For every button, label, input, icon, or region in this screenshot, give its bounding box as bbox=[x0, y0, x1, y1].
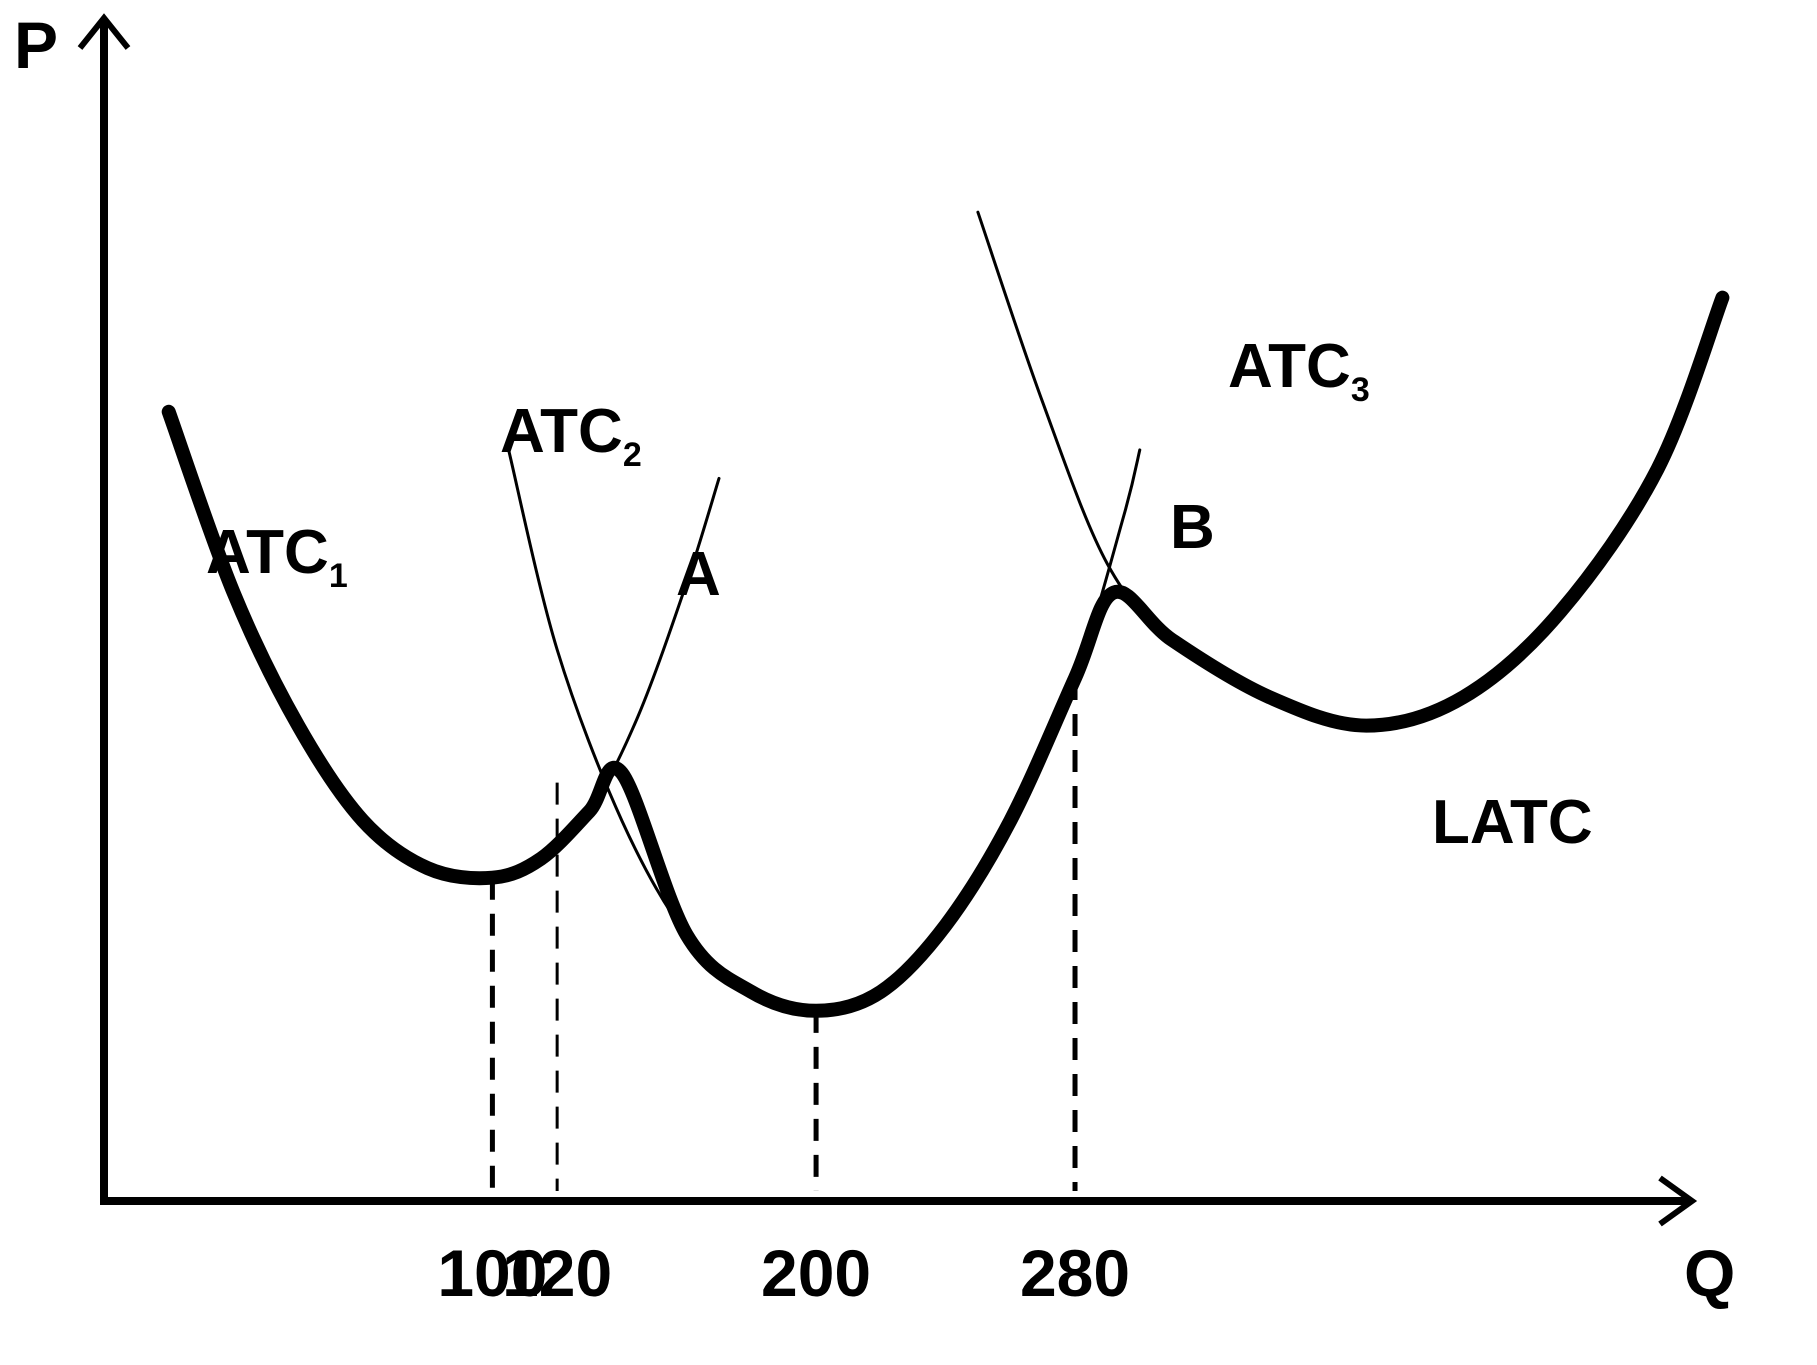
atc3-label: ATC3 bbox=[1228, 332, 1370, 409]
point-a-label: A bbox=[676, 540, 721, 609]
x-tick-label-100: 100 bbox=[437, 1236, 547, 1310]
point-b-label: B bbox=[1170, 493, 1215, 562]
latc-label: LATC bbox=[1432, 788, 1593, 857]
y-axis-arrowhead bbox=[77, 13, 131, 50]
y-axis-label: P bbox=[14, 8, 58, 82]
x-axis-label: Q bbox=[1684, 1236, 1735, 1310]
x-tick-label-200: 200 bbox=[761, 1236, 871, 1310]
x-axis-arrowhead bbox=[1658, 1175, 1698, 1227]
latc-curve bbox=[161, 290, 1730, 1018]
x-tick-label-280: 280 bbox=[1020, 1236, 1130, 1310]
vertical-guide-lines bbox=[489, 678, 1078, 1191]
cost-curves bbox=[161, 210, 1730, 1018]
atc2-label: ATC2 bbox=[500, 397, 642, 474]
atc1-label: ATC1 bbox=[206, 518, 348, 595]
x-tick-label-120: 120 bbox=[502, 1236, 612, 1310]
